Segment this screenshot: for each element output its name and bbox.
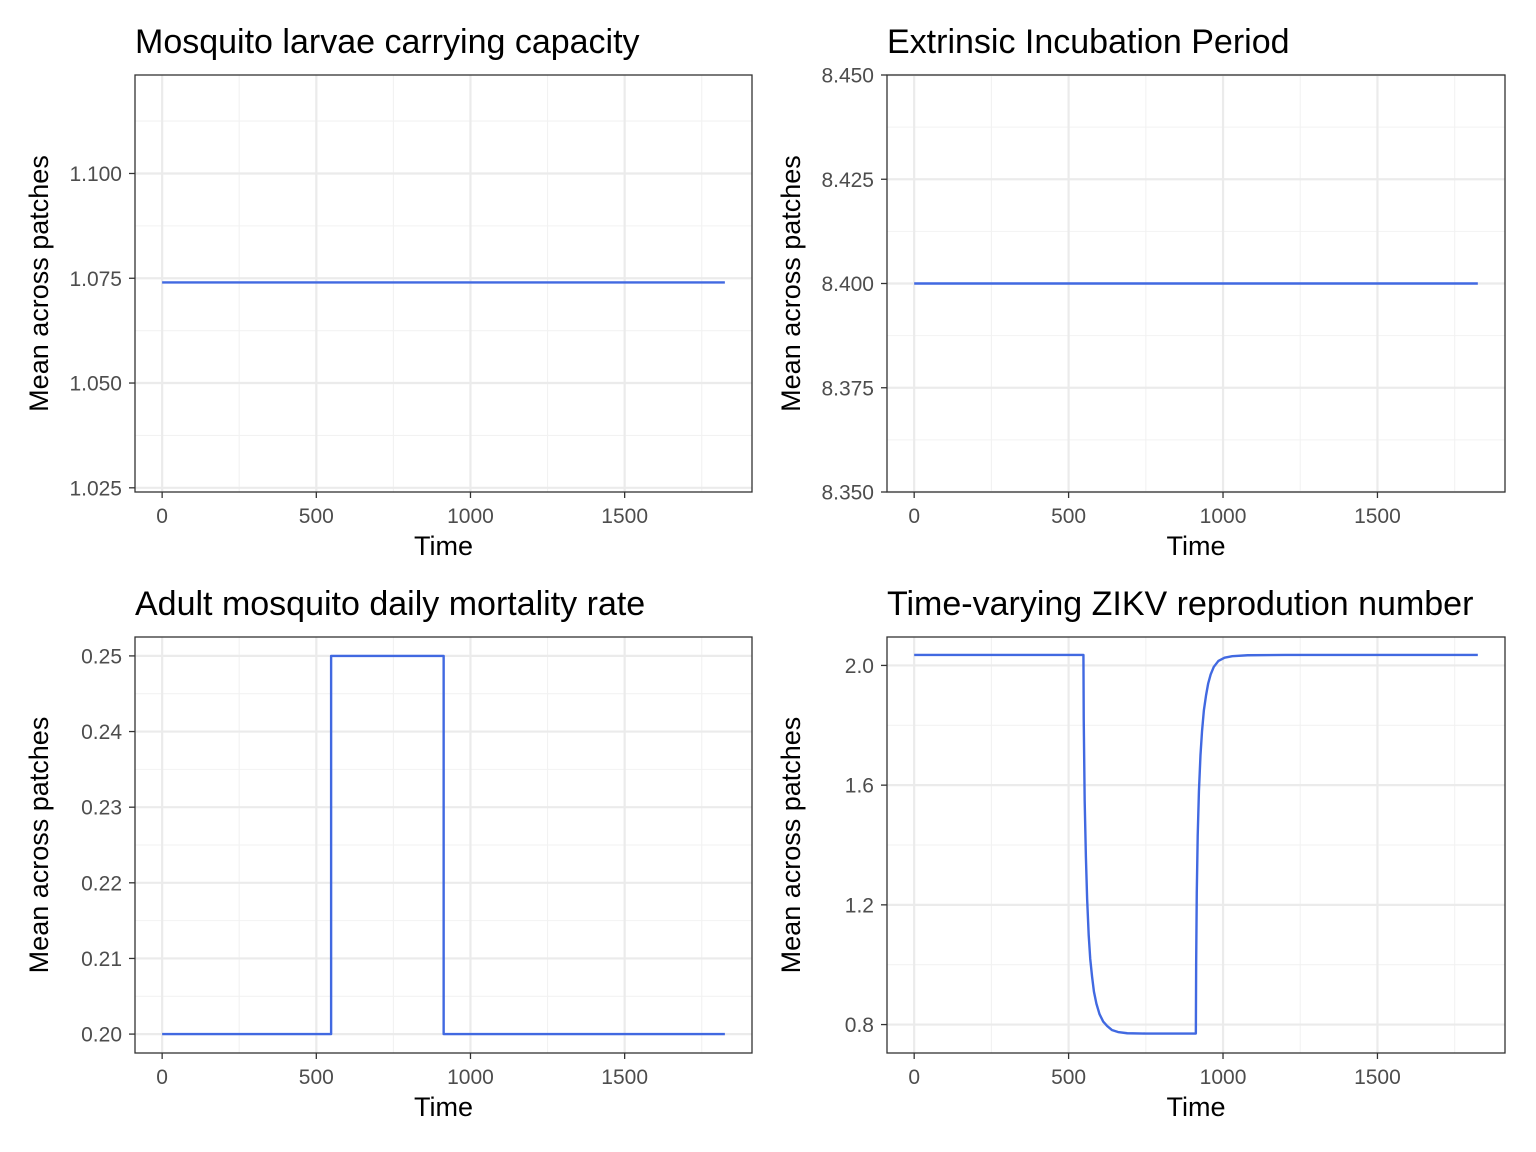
y-tick-label: 1.6: [845, 775, 874, 798]
y-tick-label: 1.2: [845, 894, 874, 917]
panel-border: [134, 74, 753, 493]
y-tick-label: 1.050: [69, 373, 122, 396]
x-tick-label: 500: [299, 1066, 334, 1089]
panel-2: 0 500 1000 1500 8.350 8.375 8.400 8.425 8.450 Ext…: [776, 23, 1506, 561]
y-tick-label: 8.425: [821, 169, 874, 192]
y-axis-title: Mean across patches: [24, 155, 54, 412]
y-tick-label: 8.450: [821, 65, 874, 88]
x-tick-label: 0: [908, 1066, 920, 1089]
panel-title: Extrinsic Incubation Period: [887, 23, 1290, 61]
x-tick-label: 500: [1051, 1066, 1086, 1089]
panel-1: 0 500 1000 1500 1.025 1.050 1.075 1.100 Mosquito…: [24, 23, 753, 561]
panel-title: Adult mosquito daily mortality rate: [135, 585, 645, 623]
y-tick-label: 0.20: [81, 1024, 122, 1047]
panel-border: [886, 636, 1506, 1054]
y-tick-label: 8.375: [821, 377, 874, 400]
x-tick-label: 1500: [1354, 505, 1401, 528]
x-axis-title: Time: [414, 1092, 473, 1122]
panel-4: 0 500 1000 1500 0.8 1.2 1.6 2.0 Time-varying ZIK…: [776, 585, 1506, 1122]
x-axis-title: Time: [1167, 531, 1226, 561]
y-tick-label: 8.350: [821, 482, 874, 505]
y-tick-label: 1.100: [69, 163, 122, 186]
x-tick-label: 1000: [1200, 505, 1247, 528]
y-tick-label: 8.400: [821, 273, 874, 296]
x-tick-label: 0: [908, 505, 920, 528]
y-tick-label: 0.8: [845, 1014, 874, 1037]
x-tick-label: 500: [1051, 505, 1086, 528]
y-tick-label: 0.23: [81, 797, 122, 820]
x-tick-label: 1500: [601, 505, 648, 528]
y-tick-label: 1.075: [69, 268, 122, 291]
x-tick-label: 500: [299, 505, 334, 528]
panel-3: 0 500 1000 1500 0.20 0.21 0.22 0.23 0.24 0.25 Adul…: [24, 585, 753, 1122]
series-line-1: [914, 653, 1478, 1035]
y-tick-label: 2.0: [845, 655, 874, 678]
x-tick-label: 1500: [601, 1066, 648, 1089]
series-line-1: [162, 654, 725, 1036]
y-tick-label: 1.025: [69, 477, 122, 500]
y-tick-label: 0.21: [81, 948, 122, 971]
y-tick-label: 0.24: [81, 721, 122, 744]
x-axis-title: Time: [414, 531, 473, 561]
y-tick-label: 0.25: [81, 645, 122, 668]
panel-title: Time-varying ZIKV reprodution number: [887, 585, 1473, 623]
x-axis-title: Time: [1167, 1092, 1226, 1122]
x-tick-label: 1000: [1200, 1066, 1247, 1089]
x-tick-label: 0: [156, 505, 168, 528]
y-axis-title: Mean across patches: [776, 155, 806, 412]
x-tick-label: 0: [156, 1066, 168, 1089]
y-axis-title: Mean across patches: [24, 717, 54, 974]
panel-title: Mosquito larvae carrying capacity: [135, 23, 640, 61]
x-tick-label: 1000: [447, 1066, 494, 1089]
x-tick-label: 1000: [447, 505, 494, 528]
y-tick-label: 0.22: [81, 872, 122, 895]
y-axis-title: Mean across patches: [776, 717, 806, 974]
panel-border: [134, 636, 753, 1054]
x-tick-label: 1500: [1354, 1066, 1401, 1089]
